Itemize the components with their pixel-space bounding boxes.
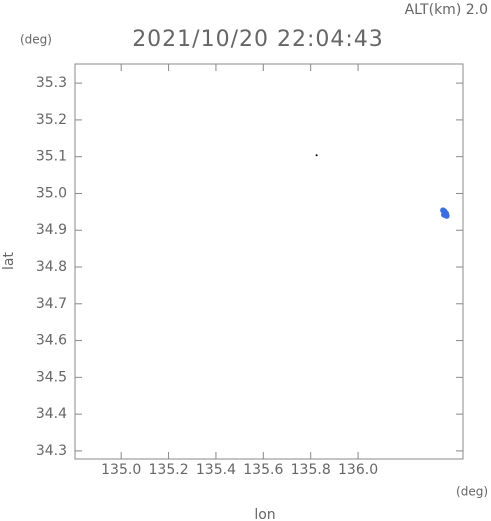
chart-title: 2021/10/20 22:04:43 — [132, 27, 384, 52]
y-tick-label: 34.6 — [36, 333, 67, 349]
y-unit: (deg) — [20, 33, 52, 47]
y-tick-label: 34.5 — [36, 369, 67, 385]
y-tick-label: 35.0 — [36, 185, 67, 201]
y-tick-label: 34.4 — [36, 406, 67, 422]
y-axis-label: lat — [1, 252, 17, 270]
x-tick-label: 136.0 — [338, 462, 378, 478]
y-tick-label: 35.3 — [36, 75, 67, 91]
data-point — [315, 154, 318, 157]
y-tick-label: 34.7 — [36, 296, 67, 312]
x-axis-label: lon — [254, 507, 275, 521]
x-tick-label: 135.8 — [291, 462, 331, 478]
x-tick-label: 135.4 — [196, 462, 236, 478]
y-tick-label: 34.8 — [36, 259, 67, 275]
x-tick-label: 135.6 — [243, 462, 283, 478]
y-tick-label: 34.9 — [36, 222, 67, 238]
data-point — [443, 212, 450, 219]
x-unit: (deg) — [456, 485, 488, 499]
y-tick-label: 34.3 — [36, 443, 67, 459]
y-tick-label: 35.2 — [36, 112, 67, 128]
x-tick-label: 135.2 — [149, 462, 189, 478]
x-tick-label: 135.0 — [101, 462, 141, 478]
y-tick-label: 35.1 — [36, 149, 67, 165]
plot-frame — [74, 63, 464, 460]
altitude-label: ALT(km) 2.0 — [405, 2, 488, 18]
